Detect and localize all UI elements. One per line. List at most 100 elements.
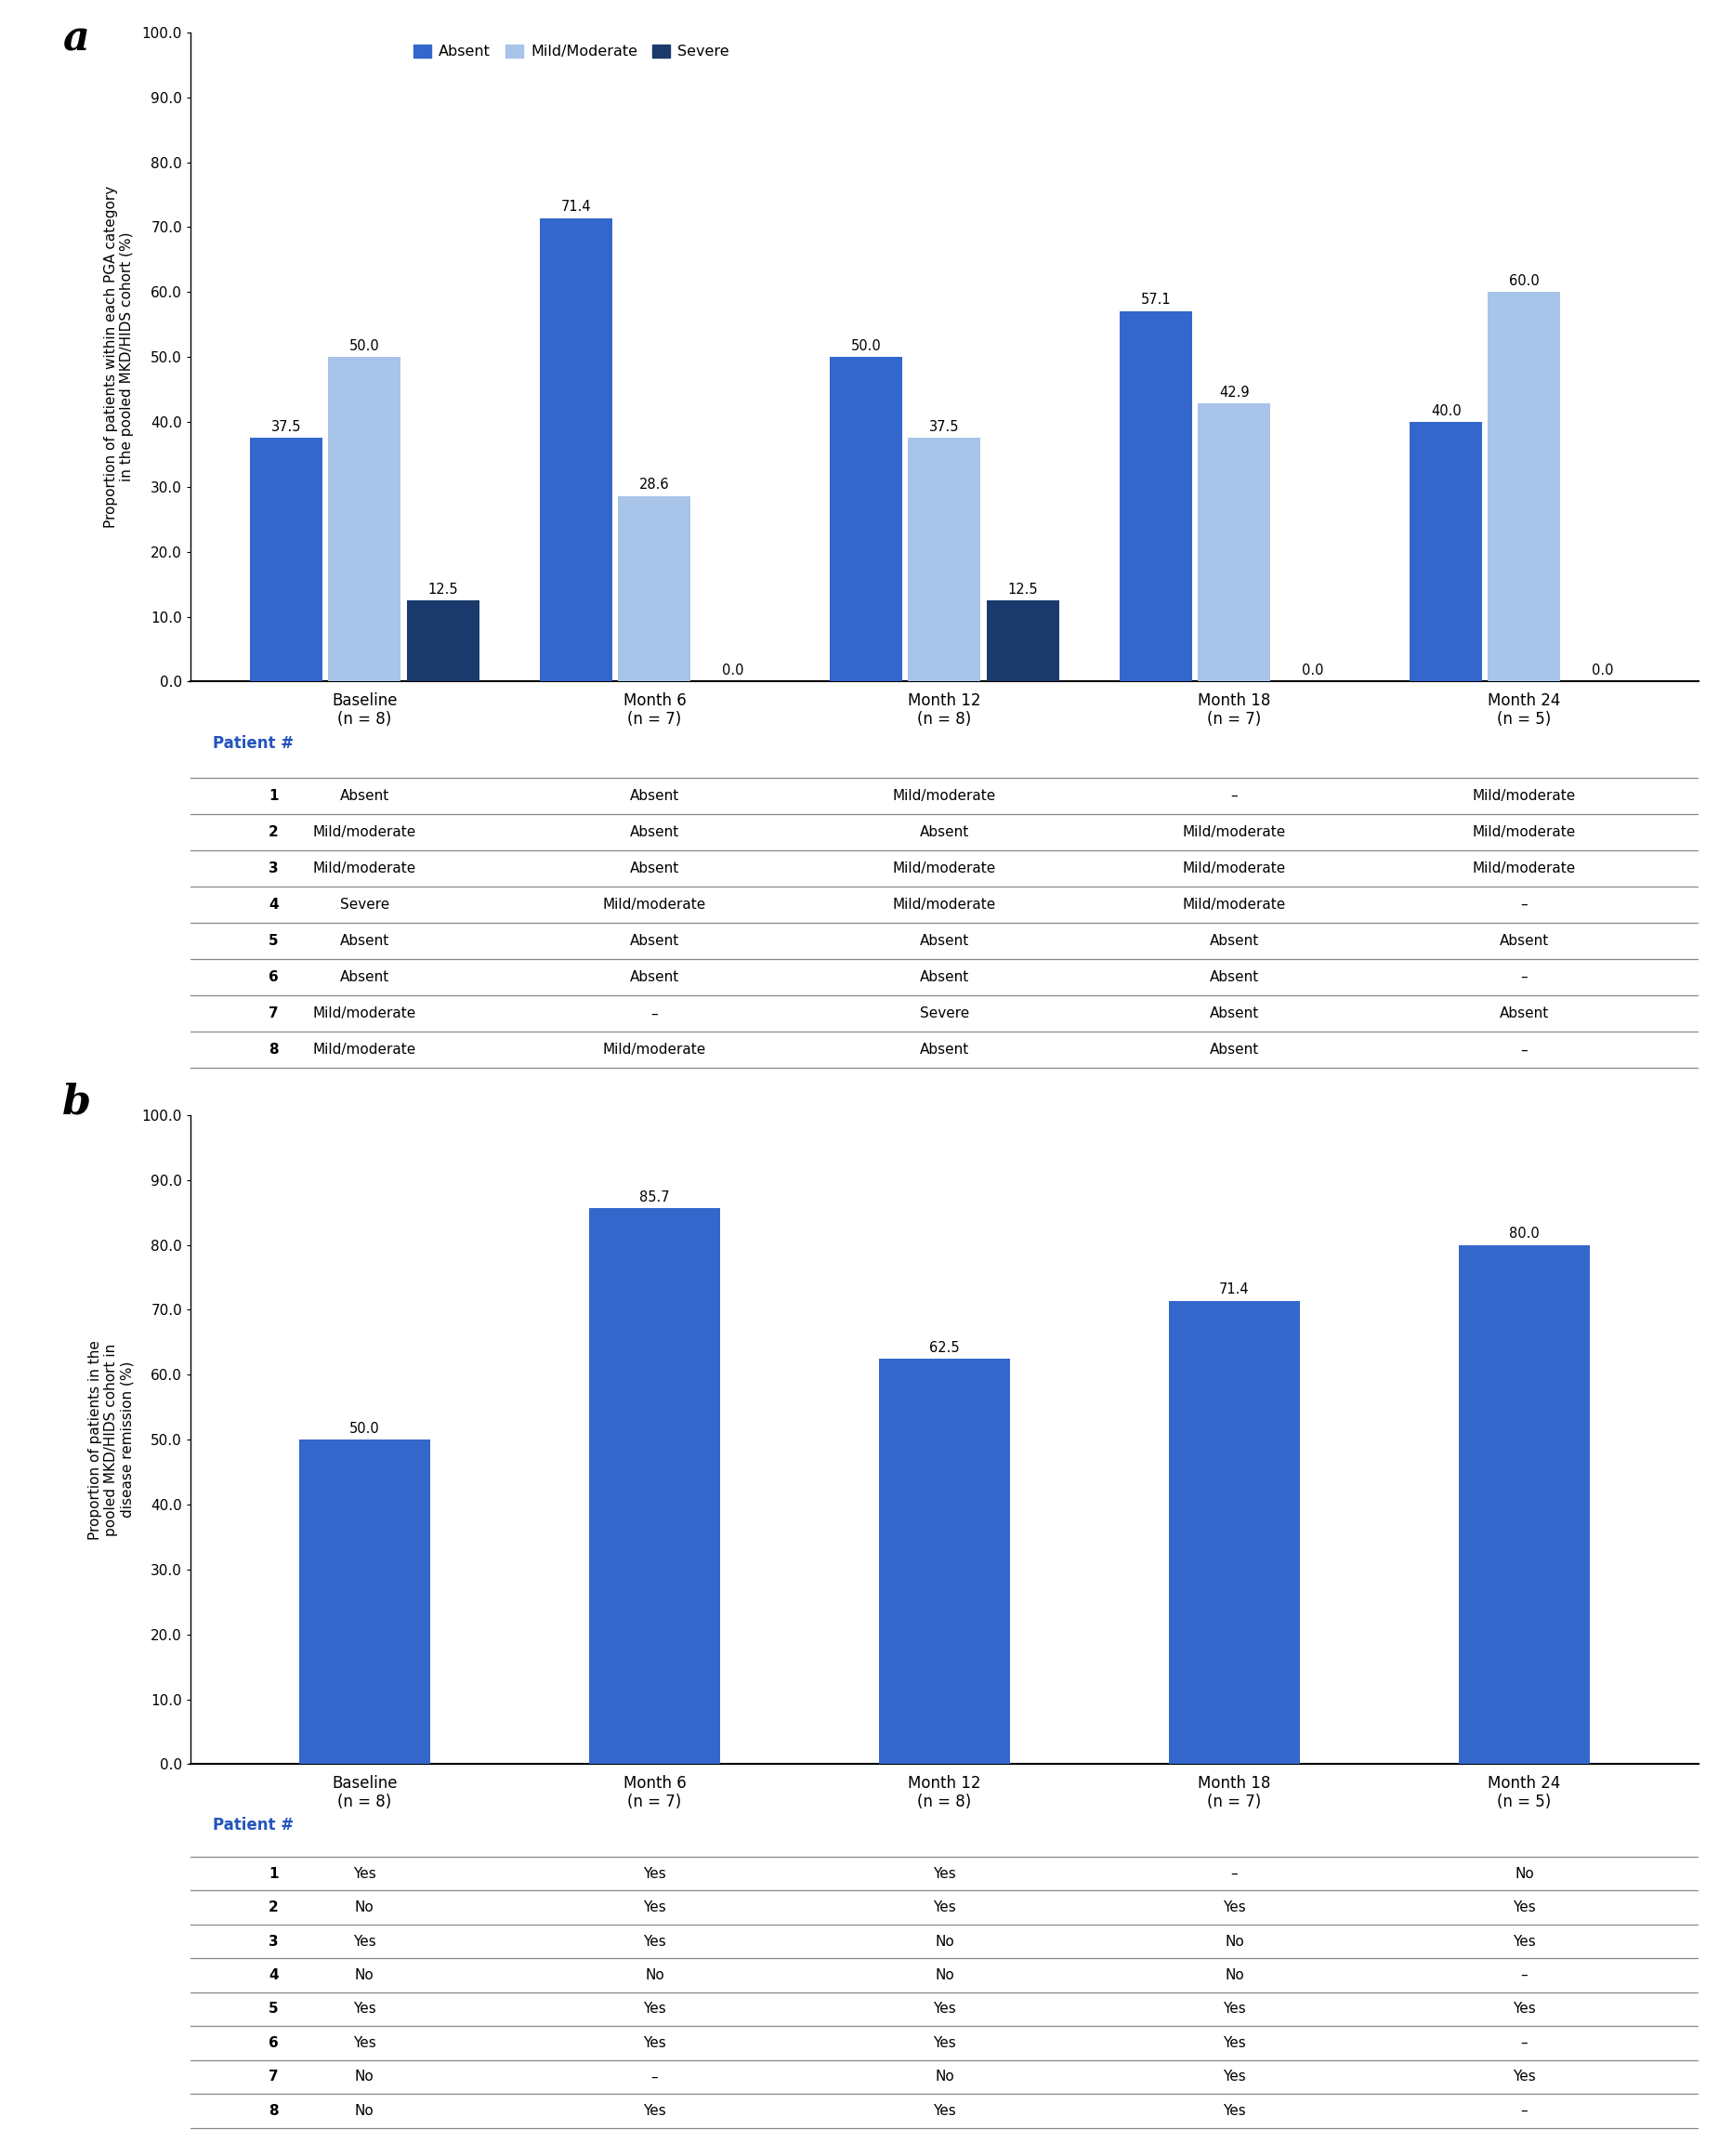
Text: 7: 7 <box>268 2070 279 2085</box>
Text: No: No <box>355 2104 374 2117</box>
Text: No: No <box>934 1968 954 1981</box>
Text: Absent: Absent <box>339 970 390 985</box>
Text: 4: 4 <box>268 1968 279 1981</box>
Text: b: b <box>62 1082 92 1123</box>
Text: Absent: Absent <box>1209 1007 1259 1020</box>
Text: 5: 5 <box>268 2003 279 2016</box>
Text: 1: 1 <box>268 789 279 802</box>
Text: 42.9: 42.9 <box>1219 386 1249 399</box>
Text: Absent: Absent <box>1209 934 1259 949</box>
Text: Absent: Absent <box>339 789 390 802</box>
Text: Yes: Yes <box>353 1867 376 1880</box>
Text: –: – <box>1521 1044 1528 1056</box>
Text: –: – <box>1521 2104 1528 2117</box>
Text: –: – <box>651 1007 658 1020</box>
Text: Mild/moderate: Mild/moderate <box>1181 897 1285 912</box>
Text: 12.5: 12.5 <box>428 582 457 597</box>
Text: Absent: Absent <box>920 970 968 985</box>
Legend: Absent, Mild/Moderate, Severe: Absent, Mild/Moderate, Severe <box>409 39 733 63</box>
Text: Absent: Absent <box>920 826 968 839</box>
Text: –: – <box>1521 970 1528 985</box>
Text: Yes: Yes <box>643 2104 665 2117</box>
Text: Absent: Absent <box>629 826 679 839</box>
Text: Mild/moderate: Mild/moderate <box>892 862 996 875</box>
Text: 8: 8 <box>268 1044 279 1056</box>
Text: Patient #: Patient # <box>213 735 294 752</box>
Text: 5: 5 <box>268 934 279 949</box>
Text: Yes: Yes <box>1512 2070 1535 2085</box>
Text: Yes: Yes <box>1223 2035 1245 2050</box>
Text: Yes: Yes <box>353 2003 376 2016</box>
Text: Absent: Absent <box>920 1044 968 1056</box>
Text: 71.4: 71.4 <box>1219 1283 1249 1296</box>
Text: Mild/moderate: Mild/moderate <box>1181 826 1285 839</box>
Y-axis label: Proportion of patients within each PGA category
in the pooled MKD/HIDS cohort (%: Proportion of patients within each PGA c… <box>104 185 133 528</box>
Text: Yes: Yes <box>932 2104 956 2117</box>
Text: No: No <box>355 2070 374 2085</box>
Text: 6: 6 <box>268 970 279 985</box>
Text: Yes: Yes <box>932 2003 956 2016</box>
Text: 62.5: 62.5 <box>928 1341 960 1354</box>
Text: Mild/moderate: Mild/moderate <box>1181 862 1285 875</box>
Text: Mild/moderate: Mild/moderate <box>313 1044 416 1056</box>
Text: Yes: Yes <box>1223 2003 1245 2016</box>
Text: 0.0: 0.0 <box>1590 664 1612 677</box>
Text: Yes: Yes <box>932 1867 956 1880</box>
Text: 3: 3 <box>268 1934 279 1949</box>
Text: Yes: Yes <box>932 1902 956 1915</box>
Text: 0.0: 0.0 <box>722 664 743 677</box>
Text: Severe: Severe <box>339 897 390 912</box>
Y-axis label: Proportion of patients in the
pooled MKD/HIDS cohort in
disease remission (%): Proportion of patients in the pooled MKD… <box>88 1339 133 1539</box>
Text: 80.0: 80.0 <box>1509 1227 1538 1242</box>
Text: Patient #: Patient # <box>213 1818 294 1835</box>
Text: No: No <box>644 1968 663 1981</box>
Text: Absent: Absent <box>1209 1044 1259 1056</box>
Text: Mild/moderate: Mild/moderate <box>313 862 416 875</box>
Bar <box>1410 423 1481 681</box>
Text: No: No <box>355 1902 374 1915</box>
Text: No: No <box>355 1968 374 1981</box>
Text: Absent: Absent <box>1498 934 1548 949</box>
Bar <box>986 599 1058 681</box>
Bar <box>327 358 400 681</box>
Text: 2: 2 <box>268 1902 279 1915</box>
Bar <box>1458 1244 1588 1764</box>
Text: No: No <box>1225 1968 1244 1981</box>
Text: a: a <box>62 19 90 60</box>
Text: 7: 7 <box>268 1007 279 1020</box>
Text: Yes: Yes <box>1512 2003 1535 2016</box>
Text: –: – <box>651 2070 658 2085</box>
Text: 28.6: 28.6 <box>639 479 669 492</box>
Text: Yes: Yes <box>1223 2070 1245 2085</box>
Text: Yes: Yes <box>353 2035 376 2050</box>
Text: Mild/moderate: Mild/moderate <box>892 789 996 802</box>
Text: 2: 2 <box>268 826 279 839</box>
Bar <box>1197 403 1270 681</box>
Text: –: – <box>1521 2035 1528 2050</box>
Text: –: – <box>1230 1867 1237 1880</box>
Text: Absent: Absent <box>629 970 679 985</box>
Text: No: No <box>934 2070 954 2085</box>
Bar <box>1119 310 1192 681</box>
Text: Absent: Absent <box>339 934 390 949</box>
Text: 3: 3 <box>268 862 279 875</box>
Text: Yes: Yes <box>353 1934 376 1949</box>
Text: –: – <box>1230 789 1237 802</box>
Bar <box>407 599 478 681</box>
Text: –: – <box>1521 1968 1528 1981</box>
Text: Yes: Yes <box>1512 1902 1535 1915</box>
Text: Severe: Severe <box>920 1007 968 1020</box>
Text: 60.0: 60.0 <box>1509 274 1538 289</box>
Text: 40.0: 40.0 <box>1431 403 1460 418</box>
Text: 85.7: 85.7 <box>639 1190 669 1203</box>
Text: Yes: Yes <box>643 1867 665 1880</box>
Text: Yes: Yes <box>932 2035 956 2050</box>
Bar <box>589 1207 719 1764</box>
Text: Yes: Yes <box>643 2035 665 2050</box>
Bar <box>249 438 322 681</box>
Text: Mild/moderate: Mild/moderate <box>1472 826 1574 839</box>
Text: 1: 1 <box>268 1867 279 1880</box>
Text: Absent: Absent <box>1498 1007 1548 1020</box>
Text: 57.1: 57.1 <box>1140 293 1171 306</box>
Bar <box>1488 291 1561 681</box>
